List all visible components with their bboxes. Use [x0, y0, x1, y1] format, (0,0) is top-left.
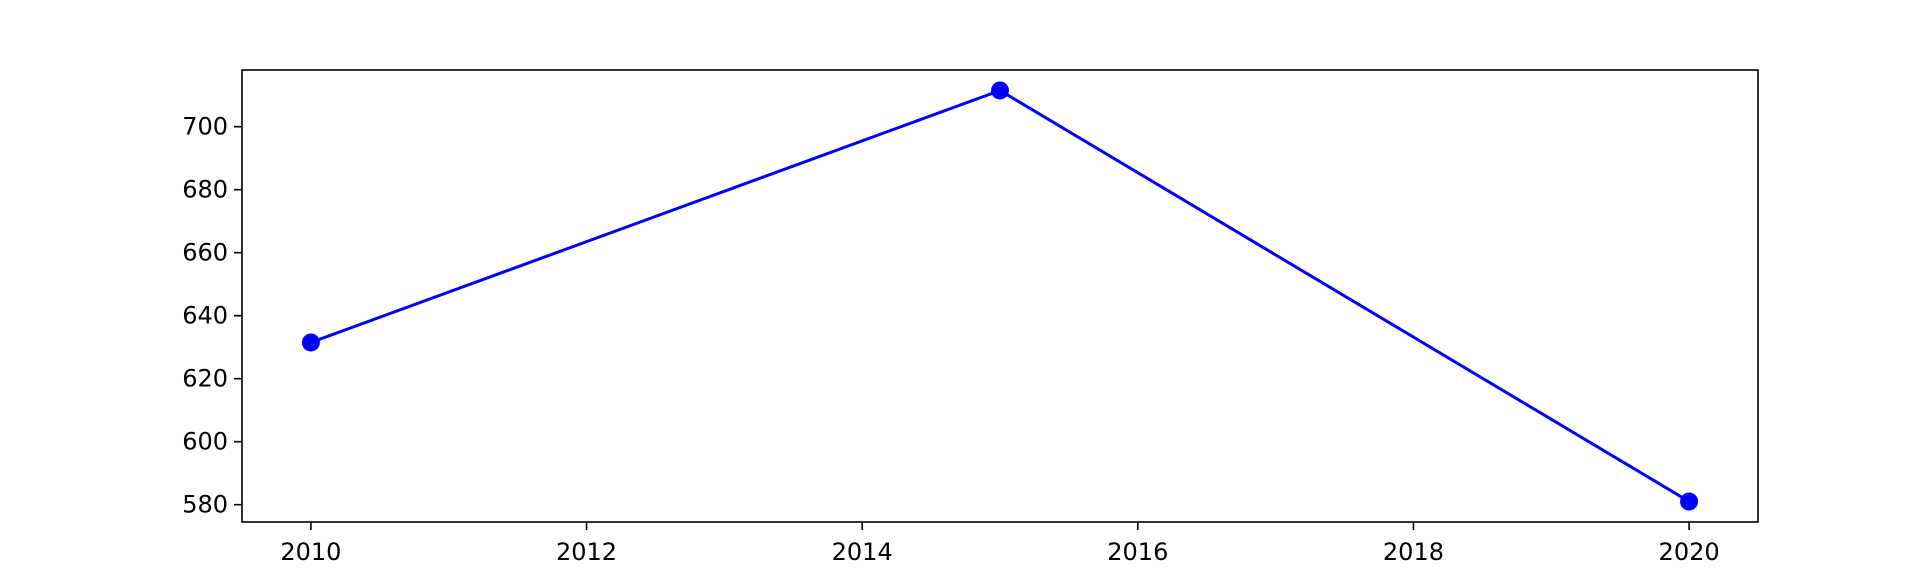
x-tick-label: 2020 [1659, 538, 1720, 566]
y-tick-label: 660 [182, 239, 228, 267]
y-axis: 580 600 620 640 660 680 700 [182, 113, 242, 519]
y-tick-label: 700 [182, 113, 228, 141]
data-point [991, 81, 1009, 100]
y-tick-label: 620 [182, 365, 228, 393]
series-line [310, 88, 1690, 503]
data-point [301, 333, 320, 352]
x-tick-label: 2010 [280, 538, 341, 566]
x-axis: 2010 2012 2014 2016 2018 2020 [280, 522, 1720, 566]
x-tick-label: 2018 [1383, 538, 1444, 566]
y-tick-label: 680 [182, 176, 228, 204]
y-tick-label: 600 [182, 428, 228, 456]
axes-frame [241, 69, 1759, 523]
data-point [1680, 492, 1699, 511]
plot-area [301, 81, 1699, 511]
x-tick-label: 2014 [832, 538, 893, 566]
y-tick-label: 640 [182, 302, 228, 330]
x-tick-label: 2016 [1107, 538, 1168, 566]
y-tick-label: 580 [182, 491, 228, 519]
x-tick-label: 2012 [556, 538, 617, 566]
